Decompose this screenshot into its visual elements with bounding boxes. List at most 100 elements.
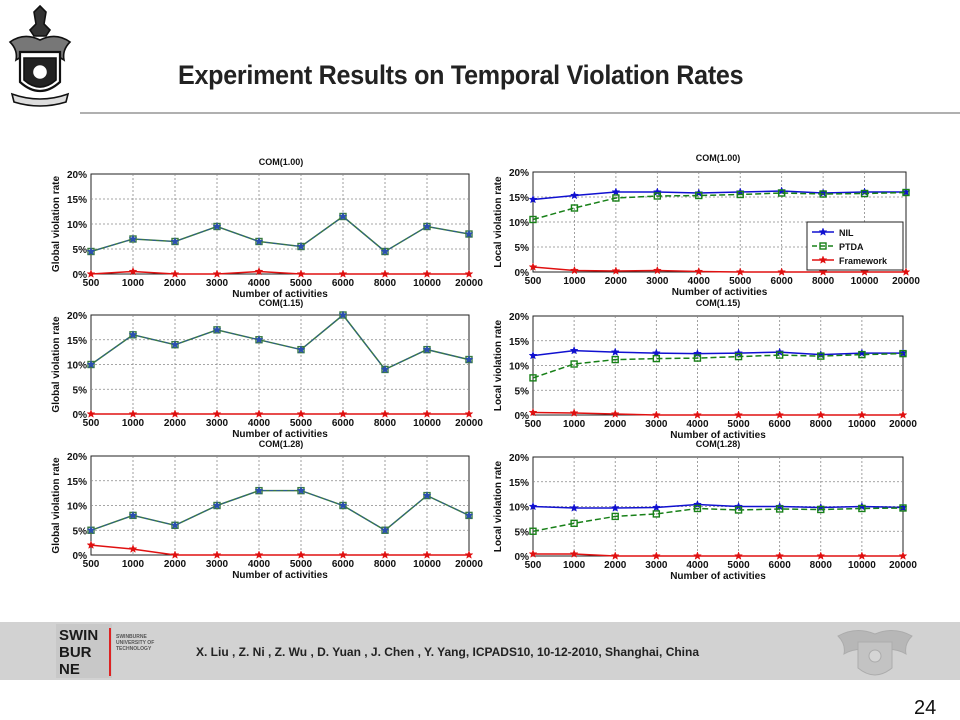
data-point-overlay: [86, 359, 96, 369]
data-point: [902, 188, 910, 197]
data-point: [860, 189, 869, 198]
data-point: [693, 504, 702, 513]
data-point: [170, 269, 180, 278]
data-point: [528, 262, 538, 271]
data-point: [775, 351, 784, 359]
data-point: [817, 505, 825, 514]
y-tick-label: 15%: [509, 337, 529, 348]
x-tick-label: 4000: [686, 560, 709, 571]
x-tick-label: 5000: [727, 419, 750, 430]
citation-text: X. Liu , Z. Ni , Z. Wu , D. Yuan , J. Ch…: [196, 645, 700, 659]
data-point: [860, 267, 870, 276]
y-axis-label: Global violation rate: [51, 176, 62, 273]
data-point: [736, 190, 744, 199]
series-line-overlay: [90, 490, 470, 531]
x-tick-label: 5000: [729, 276, 752, 287]
x-tick-label: 2000: [604, 560, 627, 571]
charts-canvas: 500 1000 2000 3000 4000 5000 6000 8000 10000 2000…: [51, 153, 920, 582]
x-tick-label: 6000: [769, 560, 792, 571]
y-tick-label: 0%: [515, 552, 530, 563]
data-point-overlay: [170, 236, 180, 246]
data-point-overlay: [296, 344, 306, 354]
series-line-1: [532, 190, 906, 201]
data-point: [128, 266, 138, 276]
data-point: [901, 267, 911, 276]
data-point: [611, 355, 619, 364]
series-line-1: [532, 503, 904, 509]
swinburne-logo-subtitle: SWINBURNE UNIVERSITY OF TECHNOLOGY: [116, 634, 155, 652]
y-tick-label: 0%: [73, 551, 88, 562]
x-tick-label: 8000: [374, 559, 397, 570]
data-point: [651, 410, 661, 419]
chart-title: COM(1.15): [696, 298, 741, 308]
y-axis-label: Global violation rate: [51, 457, 62, 554]
x-tick-label: 500: [83, 559, 100, 570]
series-line-3: [532, 411, 903, 416]
data-point-overlay: [254, 236, 264, 246]
y-tick-label: 5%: [515, 243, 530, 254]
y-tick-label: 15%: [67, 195, 87, 206]
data-point: [569, 265, 579, 275]
x-tick-label: 8000: [812, 276, 835, 287]
data-point: [818, 267, 828, 276]
x-tick-label: 10000: [413, 559, 441, 570]
y-tick-label: 10%: [67, 361, 87, 372]
x-axis-label: Number of activities: [670, 571, 766, 582]
data-point: [857, 410, 867, 419]
y-tick-label: 0%: [515, 411, 530, 422]
x-tick-label: 1000: [563, 419, 586, 430]
x-tick-label: 20000: [889, 560, 917, 571]
x-tick-label: 4000: [248, 278, 271, 289]
x-tick-label: 1000: [122, 559, 145, 570]
data-point: [775, 505, 784, 513]
data-point: [898, 410, 908, 419]
x-axis-label: Number of activities: [672, 287, 768, 298]
data-point-overlay: [338, 500, 348, 510]
data-point: [128, 544, 138, 553]
data-point: [858, 504, 866, 513]
data-point: [858, 350, 866, 359]
faded-crest-icon: [837, 630, 913, 676]
data-point: [651, 502, 661, 512]
series-line-2: [532, 352, 904, 379]
y-axis-label: Local violation rate: [493, 319, 504, 411]
data-point: [651, 348, 661, 357]
y-tick-label: 5%: [73, 245, 88, 256]
data-point: [422, 269, 432, 278]
data-point: [528, 194, 538, 204]
x-tick-label: 1000: [122, 278, 145, 289]
slide-number: 24: [914, 697, 937, 719]
y-tick-label: 20%: [67, 452, 87, 463]
data-point: [380, 269, 390, 278]
data-point-overlay: [212, 500, 222, 510]
data-point-overlay: [296, 485, 306, 495]
data-point: [422, 409, 432, 418]
data-point: [775, 410, 785, 419]
data-point: [694, 266, 704, 276]
data-point: [528, 350, 538, 360]
x-tick-label: 500: [83, 278, 100, 289]
data-point: [734, 352, 743, 361]
data-point: [529, 527, 537, 535]
data-point: [652, 354, 661, 363]
x-tick-label: 20000: [455, 278, 483, 289]
data-point: [422, 550, 432, 559]
data-point: [735, 267, 745, 276]
data-point: [610, 551, 620, 560]
y-axis-label: Local violation rate: [493, 176, 504, 268]
data-point: [777, 267, 787, 276]
data-point: [464, 550, 474, 559]
data-point: [212, 409, 222, 418]
y-tick-label: 10%: [509, 503, 529, 514]
series-line-1: [532, 349, 903, 357]
data-point: [775, 551, 785, 560]
x-tick-label: 1000: [122, 418, 145, 429]
chart-panel-5: 500 1000 2000 3000 4000 5000 6000 8000 10000 2000…: [51, 439, 483, 581]
slide-title: Experiment Results on Temporal Violation…: [178, 60, 744, 90]
title-divider: [80, 112, 960, 114]
x-tick-label: 10000: [413, 418, 441, 429]
chart-title: COM(1.28): [259, 439, 304, 449]
data-point: [338, 269, 348, 278]
data-point-overlay: [464, 229, 474, 238]
x-tick-label: 2000: [604, 419, 627, 430]
